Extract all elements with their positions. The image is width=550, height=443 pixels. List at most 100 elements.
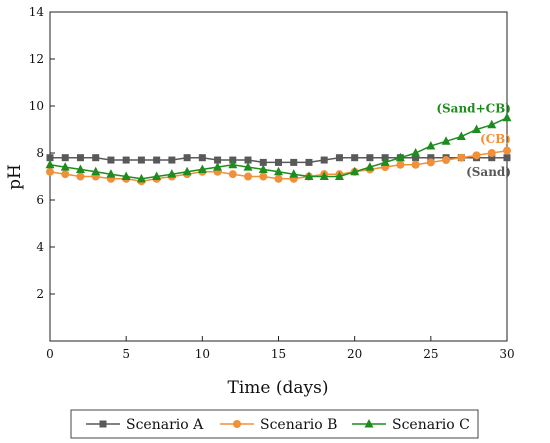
annotation-layer: (Sand+CB) (CB) (Sand) [436, 101, 511, 178]
data-point [214, 156, 222, 164]
data-point [426, 140, 436, 150]
series-annotation: (CB) [480, 132, 511, 146]
series-annotation: (Sand) [466, 165, 511, 179]
data-point [503, 154, 511, 162]
data-point [259, 158, 267, 166]
data-point [243, 162, 253, 171]
y-tick-label: 6 [36, 193, 44, 207]
data-point [487, 119, 497, 129]
data-point [197, 164, 207, 173]
data-point [91, 166, 101, 176]
data-point [274, 174, 283, 183]
data-point [427, 154, 435, 162]
data-point [334, 171, 344, 180]
data-point [396, 160, 405, 169]
data-point [395, 152, 405, 162]
data-point [106, 169, 116, 178]
data-point [290, 158, 298, 166]
y-tick-label: 8 [36, 146, 44, 160]
data-point [244, 156, 252, 164]
data-point [366, 154, 374, 162]
legend: Scenario A Scenario B Scenario C [70, 409, 479, 439]
data-point [45, 159, 55, 169]
data-point [213, 162, 223, 171]
data-point [75, 164, 85, 173]
data-point [472, 151, 481, 160]
data-point [442, 156, 451, 165]
series-scenario-a [46, 154, 511, 166]
data-point [198, 154, 206, 162]
data-point [411, 148, 421, 157]
legend-item: Scenario B [220, 417, 337, 433]
data-point [335, 154, 343, 162]
data-point [319, 171, 329, 180]
data-point [61, 170, 70, 179]
data-point [275, 158, 282, 166]
x-tick-label: 0 [46, 347, 54, 361]
y-tick-label: 14 [29, 5, 45, 19]
data-point [183, 154, 191, 162]
legend-label: Scenario C [392, 417, 470, 433]
data-point [92, 154, 100, 162]
series-annotation: (Sand+CB) [436, 101, 511, 115]
data-point [167, 169, 177, 178]
data-point [304, 171, 314, 180]
data-point [258, 164, 268, 173]
x-tick-label: 5 [122, 347, 130, 361]
data-point [503, 146, 511, 155]
y-axis-title: pH [5, 164, 25, 190]
data-point [76, 172, 85, 181]
legend-marker [364, 419, 374, 428]
data-point [228, 170, 237, 179]
y-tick-label: 10 [29, 99, 44, 113]
data-point [456, 131, 466, 141]
legend-item: Scenario C [352, 417, 470, 433]
data-point [122, 156, 130, 164]
data-point [351, 154, 359, 162]
data-point [502, 112, 512, 122]
legend-marker [233, 420, 241, 428]
data-point [274, 166, 283, 176]
data-point [61, 154, 69, 162]
data-point [107, 156, 115, 164]
data-point [426, 158, 435, 167]
x-axis: 0 5 10 15 20 25 30 [46, 336, 515, 361]
data-point [244, 172, 253, 181]
y-tick-label: 4 [36, 240, 44, 254]
x-tick-label: 20 [347, 347, 362, 361]
y-axis: 2 4 6 8 10 12 14 [29, 5, 55, 301]
series-scenario-c [45, 112, 512, 183]
data-point [320, 156, 328, 164]
series-scenario-b [46, 146, 511, 186]
data-point [46, 167, 54, 176]
x-tick-label: 30 [499, 347, 514, 361]
data-point [228, 159, 238, 169]
y-tick-label: 12 [29, 52, 44, 66]
data-point [488, 154, 496, 162]
data-point [380, 157, 390, 166]
x-tick-label: 15 [271, 347, 286, 361]
legend-label: Scenario A [126, 417, 204, 433]
legend-item: Scenario A [86, 417, 204, 433]
data-point [76, 154, 84, 162]
data-point [259, 172, 268, 181]
x-tick-label: 10 [195, 347, 210, 361]
data-point [289, 169, 299, 178]
x-axis-title: Time (days) [228, 378, 329, 398]
data-point [350, 166, 360, 176]
legend-label: Scenario B [260, 417, 337, 433]
data-point [412, 154, 420, 162]
data-point [152, 171, 162, 180]
data-point [487, 149, 496, 157]
data-point [457, 153, 466, 162]
data-point [46, 154, 54, 162]
data-point [153, 156, 161, 164]
data-point [137, 156, 145, 164]
series-layer [45, 112, 512, 186]
data-point [472, 124, 482, 133]
data-point [182, 166, 192, 176]
data-point [365, 162, 375, 171]
y-tick-label: 2 [36, 287, 44, 301]
data-point [60, 162, 70, 171]
